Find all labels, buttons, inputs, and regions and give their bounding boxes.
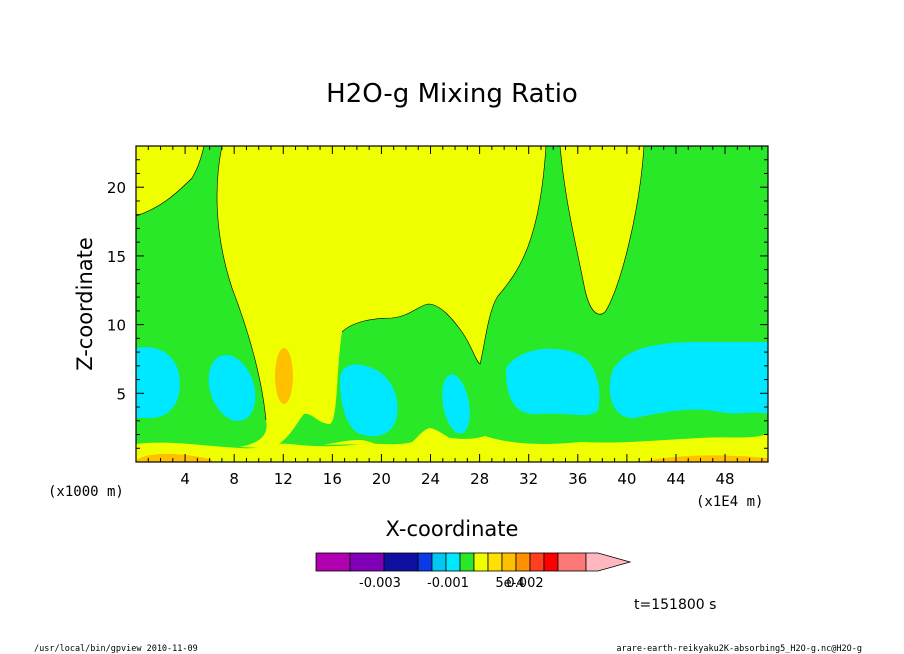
colorbar-swatch — [315, 552, 351, 572]
colorbar-swatch-arrow — [585, 552, 632, 572]
colorbar-tick-label: 5e-4 — [495, 576, 524, 591]
x-tick-label: 24 — [421, 470, 440, 488]
y-tick-label: 20 — [107, 179, 126, 197]
x-axis-label: X-coordinate — [386, 517, 519, 541]
colorbar-tick-label: 0.002 — [506, 576, 543, 591]
y-tick-label: 10 — [107, 317, 126, 335]
x-tick-label: 16 — [323, 470, 342, 488]
x-tick-label: 4 — [180, 470, 190, 488]
time-label: t=151800 s — [634, 597, 716, 613]
contour-cyan-d — [506, 348, 600, 416]
x-tick-label: 12 — [274, 470, 293, 488]
colorbar-swatch — [473, 552, 489, 572]
colorbar-swatch — [417, 552, 433, 572]
footer-left: /usr/local/bin/gpview 2010-11-09 — [34, 644, 198, 654]
contour-orange-bottom-left — [136, 453, 213, 462]
y-axis-label: Z-coordinate — [73, 237, 97, 371]
contour-line — [136, 146, 205, 217]
x-tick-label: 36 — [568, 470, 587, 488]
x-tick-label: 40 — [617, 470, 636, 488]
colorbar: -0.003 -0.001 5e-40.002 — [315, 552, 632, 591]
chart-title: H2O-g Mixing Ratio — [326, 79, 578, 109]
contour-line — [341, 146, 547, 365]
colorbar-swatch — [487, 552, 503, 572]
contour-fields — [136, 146, 768, 462]
x-tick-label: 20 — [372, 470, 391, 488]
x-scale-note: (x1E4 m) — [696, 494, 763, 510]
contour-cyan-b — [340, 364, 398, 437]
contour-orange-bottom-right — [640, 455, 768, 462]
contour-cyan-a — [208, 354, 256, 422]
colorbar-swatch — [383, 552, 419, 572]
contour-orange-center — [275, 348, 293, 404]
y-tick-label: 5 — [116, 385, 126, 403]
y-axis: 5 10 15 20 — [107, 145, 768, 463]
x-tick-label: 28 — [470, 470, 489, 488]
colorbar-swatch — [431, 552, 447, 572]
footer-right: arare-earth-reikyaku2K-absorbing5_H2O-g.… — [616, 644, 862, 654]
contour-cyan-left — [136, 346, 180, 418]
colorbar-swatch — [349, 552, 385, 572]
colorbar-swatch — [529, 552, 545, 572]
colorbar-swatch — [445, 552, 461, 572]
x-tick-label: 8 — [229, 470, 239, 488]
contour-yellow-bottom — [136, 434, 768, 462]
x-tick-label: 48 — [716, 470, 735, 488]
contour-line — [559, 146, 645, 315]
x-unit-note: (x1000 m) — [48, 484, 124, 500]
plot-frame — [135, 145, 769, 463]
x-tick-label: 44 — [666, 470, 685, 488]
contour-cyan-right — [609, 342, 768, 419]
contour-cyan-c — [442, 374, 470, 434]
colorbar-swatch — [515, 552, 531, 572]
contour-line — [216, 146, 267, 421]
colorbar-swatch — [557, 552, 587, 572]
colorbar-tick-label: -0.003 — [359, 576, 401, 591]
colorbar-swatch — [543, 552, 559, 572]
x-axis: 4 8 12 16 20 24 28 32 36 40 44 48 — [135, 146, 763, 488]
y-tick-label: 15 — [107, 248, 126, 266]
x-tick-label: 32 — [519, 470, 538, 488]
colorbar-tick-label: -0.001 — [427, 576, 469, 591]
colorbar-swatch — [501, 552, 517, 572]
colorbar-swatch — [459, 552, 475, 572]
